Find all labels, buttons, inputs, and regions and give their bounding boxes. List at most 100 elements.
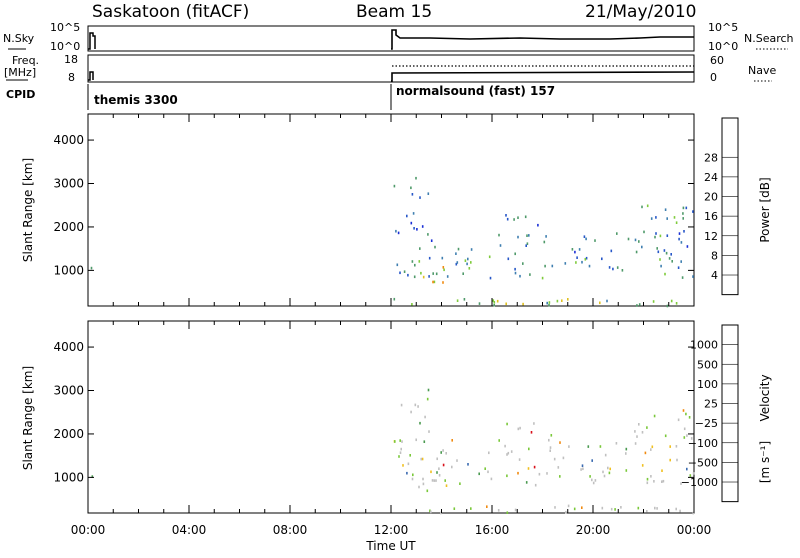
velocity-ylabel: Slant Range [km] bbox=[21, 366, 35, 470]
velocity-echo-cell bbox=[690, 437, 693, 440]
velocity-echo-cell bbox=[599, 445, 602, 448]
velocity-echo-cell bbox=[686, 467, 688, 471]
power-echo-cell bbox=[90, 266, 93, 270]
velocity-echo-cell bbox=[634, 442, 637, 445]
velocity-echo-cell bbox=[686, 434, 688, 437]
time-axis-labels: 00:00 04:00 08:00 12:00 16:00 20:00 00:00 bbox=[71, 523, 712, 537]
power-echo-cell bbox=[685, 206, 688, 210]
power-echo-cell bbox=[616, 266, 619, 269]
velocity-echo-cell bbox=[400, 403, 403, 407]
power-echo-cell bbox=[489, 276, 492, 280]
velocity-echo-cell bbox=[591, 459, 593, 462]
power-echo-cell bbox=[683, 230, 685, 233]
velocity-echo-cell bbox=[428, 430, 430, 433]
nsky-trace-early bbox=[88, 32, 96, 50]
velocity-echo-cell bbox=[620, 506, 622, 509]
velocity-colorbar-tick-label: −100 bbox=[688, 437, 718, 450]
power-echo-cell bbox=[505, 302, 507, 306]
freq-tick-top: 18 bbox=[64, 53, 78, 66]
power-echo-cell bbox=[514, 252, 516, 256]
power-echo-cell bbox=[634, 238, 637, 242]
power-echo-cell bbox=[506, 217, 509, 221]
power-echo-cell bbox=[455, 252, 457, 255]
power-echo-cell bbox=[635, 250, 638, 254]
velocity-echo-cell bbox=[423, 440, 426, 443]
velocity-echo-cell bbox=[538, 472, 541, 476]
velocity-echo-cell bbox=[398, 455, 400, 458]
velocity-echo-cell bbox=[421, 457, 424, 461]
velocity-echo-cell bbox=[651, 445, 654, 449]
power-echo-cell bbox=[467, 257, 469, 261]
power-echo-cell bbox=[681, 276, 684, 279]
power-echo-cell bbox=[571, 248, 574, 251]
power-ytick-label: 1000 bbox=[53, 263, 84, 277]
velocity-echo-cell bbox=[679, 509, 681, 513]
velocity-echo-cell bbox=[453, 507, 456, 510]
power-echo-cell bbox=[396, 263, 399, 267]
power-echo-cell bbox=[680, 241, 683, 244]
power-echo-cell bbox=[673, 216, 676, 219]
power-echo-cell bbox=[413, 275, 416, 279]
power-echo-cell bbox=[442, 266, 445, 269]
power-echo-cell bbox=[677, 266, 680, 269]
velocity-echo-cell bbox=[567, 504, 570, 508]
velocity-echo-cell bbox=[394, 440, 396, 443]
power-echo-cell bbox=[517, 216, 519, 219]
power-echo-cell bbox=[434, 245, 436, 249]
velocity-ytick-label: 1000 bbox=[53, 470, 84, 484]
power-echo-cell bbox=[692, 275, 694, 278]
power-echo-cell bbox=[643, 230, 645, 234]
velocity-echo-cell bbox=[436, 471, 438, 474]
power-echo-cell bbox=[470, 248, 473, 251]
station-title: Saskatoon (fitACF) bbox=[92, 2, 249, 22]
cpid-mode-0: themis 3300 bbox=[94, 93, 178, 107]
velocity-echo-cell bbox=[487, 470, 489, 474]
power-echo-cell bbox=[416, 228, 418, 231]
nsky-frame bbox=[87, 25, 695, 52]
nsearch-tick-bottom: 10^0 bbox=[708, 40, 738, 53]
velocity-echo-cell bbox=[534, 483, 537, 487]
power-echo-cell bbox=[526, 234, 528, 237]
velocity-echo-cell bbox=[654, 506, 656, 510]
power-echo-cell bbox=[466, 262, 468, 266]
power-echo-cell bbox=[428, 275, 430, 278]
velocity-echo-cell bbox=[656, 507, 658, 510]
power-echo-cell bbox=[488, 255, 491, 259]
velocity-echo-cell bbox=[422, 482, 425, 486]
velocity-echo-cell bbox=[636, 435, 638, 438]
velocity-echo-cell bbox=[470, 507, 472, 510]
velocity-echo-cell bbox=[530, 431, 533, 434]
velocity-echo-cell bbox=[677, 418, 680, 422]
velocity-echo-cell bbox=[661, 469, 663, 472]
nsearch-tick-top: 10^5 bbox=[708, 21, 738, 34]
velocity-echo-cell bbox=[419, 421, 421, 425]
velocity-colorbar-unit: [m s⁻¹] bbox=[758, 441, 772, 483]
power-echo-cell bbox=[496, 299, 499, 303]
velocity-echo-cell bbox=[634, 430, 636, 433]
time-tick-label: 00:00 bbox=[71, 523, 106, 537]
velocity-echo-cell bbox=[646, 481, 649, 485]
power-echo-cell bbox=[584, 258, 587, 261]
power-echo-cell bbox=[493, 301, 496, 304]
power-echo-cell bbox=[528, 234, 530, 237]
power-echo-cell bbox=[470, 261, 472, 264]
power-echo-cell bbox=[585, 237, 587, 241]
time-tick-label: 12:00 bbox=[374, 523, 409, 537]
power-echo-cell bbox=[399, 271, 401, 275]
velocity-colorbar-frame bbox=[721, 324, 739, 503]
power-echo-cell bbox=[654, 235, 656, 239]
power-colorbar-tick-label: 12 bbox=[704, 230, 718, 243]
power-yaxis: 1000 2000 3000 4000 bbox=[53, 133, 694, 277]
velocity-colorbar-tick-label: 25 bbox=[704, 398, 718, 411]
velocity-echo-cell bbox=[676, 458, 678, 462]
freq-tick-bottom: 8 bbox=[68, 71, 75, 84]
velocity-echo-cell bbox=[565, 510, 567, 514]
power-echo-cell bbox=[456, 299, 459, 302]
power-echo-cell bbox=[421, 225, 424, 228]
power-echo-cell bbox=[601, 257, 603, 261]
velocity-echo-cell bbox=[422, 477, 424, 481]
velocity-echo-cell bbox=[625, 469, 628, 472]
velocity-echo-cell bbox=[514, 508, 517, 512]
velocity-frame bbox=[87, 320, 695, 514]
